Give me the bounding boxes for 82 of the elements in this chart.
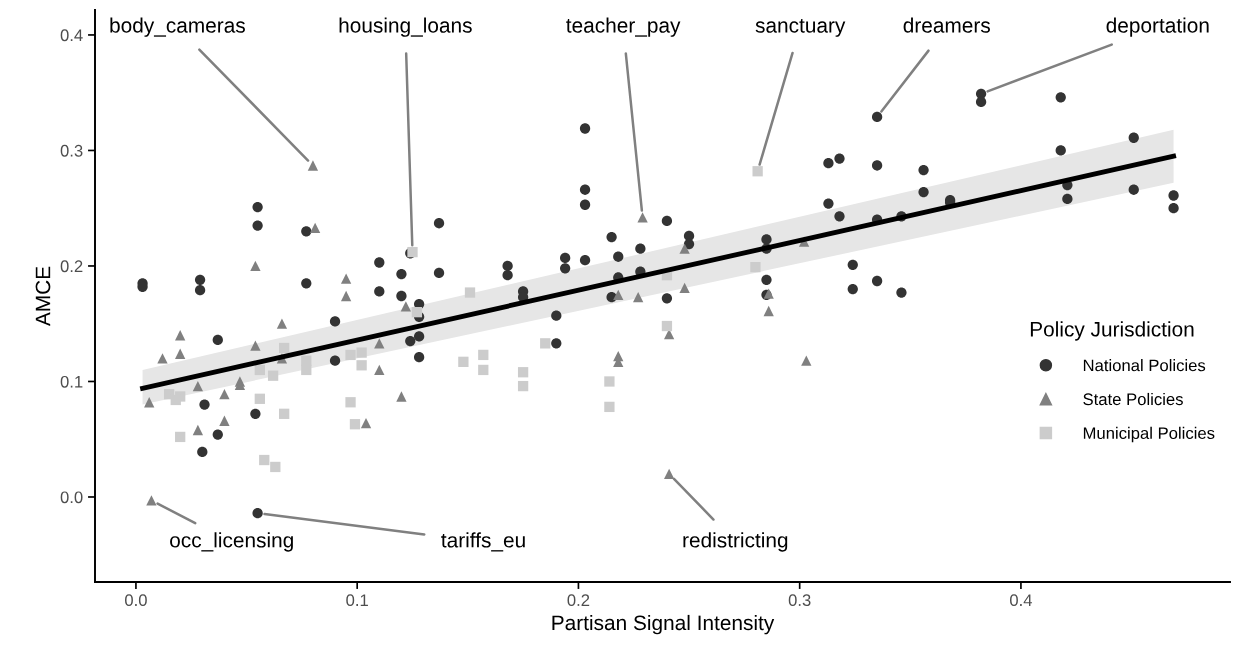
- point: [254, 364, 265, 376]
- point: [752, 166, 763, 177]
- y-tick-label: 0.1: [60, 375, 83, 388]
- point: [663, 468, 675, 480]
- point: [175, 348, 186, 359]
- point: [279, 408, 290, 419]
- legend-label: National Policies: [1083, 359, 1206, 372]
- point: [356, 347, 367, 358]
- annotation: housing_loans: [339, 17, 472, 37]
- point: [750, 261, 761, 273]
- point: [279, 342, 290, 354]
- point: [270, 461, 281, 473]
- point: [175, 431, 186, 443]
- y-axis-title: AMCE: [35, 266, 51, 327]
- annotation: teacher_pay: [566, 17, 681, 37]
- point: [219, 389, 230, 400]
- y-tick-label: 0.0: [60, 491, 83, 504]
- point: [276, 318, 288, 329]
- point: [613, 289, 624, 300]
- annotation: sanctuary: [755, 19, 846, 37]
- point: [374, 338, 385, 349]
- x-tick-label: 0.2: [567, 594, 590, 607]
- legend-label: State Policies: [1083, 392, 1183, 406]
- point: [356, 360, 367, 371]
- point: [517, 380, 529, 392]
- point: [604, 401, 615, 413]
- x-tick-label: 0.1: [346, 594, 368, 607]
- annotation: deportation: [1106, 17, 1209, 37]
- point: [259, 454, 270, 466]
- y-tick-label: 0.4: [60, 29, 83, 42]
- point: [633, 292, 644, 303]
- annotation: body_cameras: [110, 17, 245, 37]
- point: [219, 415, 230, 426]
- point: [349, 419, 361, 430]
- point: [340, 273, 352, 284]
- point: [309, 222, 321, 233]
- point: [345, 397, 356, 408]
- point: [411, 307, 423, 318]
- point: [637, 212, 648, 223]
- point: [400, 301, 411, 312]
- point: [301, 364, 312, 376]
- point: [763, 305, 774, 317]
- x-axis-title: Partisan Signal Intensity: [552, 614, 775, 635]
- point: [254, 393, 265, 404]
- annotation: occ_licensing: [170, 532, 293, 552]
- point: [340, 290, 352, 302]
- point: [192, 380, 204, 392]
- point: [540, 338, 551, 349]
- point: [170, 394, 181, 406]
- point: [175, 330, 186, 341]
- point: [679, 243, 690, 254]
- point: [661, 320, 673, 332]
- point: [478, 364, 489, 376]
- point: [250, 260, 261, 272]
- point: [360, 417, 372, 429]
- point: [307, 160, 319, 171]
- point: [478, 349, 489, 361]
- point: [464, 287, 476, 298]
- point: [345, 349, 356, 361]
- legend-title: Policy Jurisdiction: [1030, 321, 1194, 341]
- point: [146, 495, 157, 506]
- point: [679, 282, 690, 294]
- point: [192, 424, 204, 436]
- x-tick-label: 0.3: [788, 594, 811, 607]
- point: [267, 370, 279, 381]
- point: [144, 397, 155, 408]
- point: [458, 356, 469, 367]
- point: [801, 355, 812, 366]
- point: [374, 364, 385, 376]
- annotation: tariffs_eu: [441, 532, 525, 552]
- x-tick-label: 0.0: [125, 594, 147, 607]
- x-tick-label: 0.4: [1009, 594, 1033, 607]
- y-tick-label: 0.3: [60, 144, 83, 157]
- legend-label: Municipal Policies: [1083, 426, 1215, 443]
- annotation: dreamers: [903, 17, 990, 33]
- point: [604, 376, 615, 387]
- point: [157, 353, 168, 364]
- annotation: redistricting: [683, 532, 788, 552]
- point: [517, 367, 529, 378]
- point: [396, 391, 407, 402]
- y-tick-label: 0.2: [60, 260, 83, 273]
- point: [250, 340, 261, 351]
